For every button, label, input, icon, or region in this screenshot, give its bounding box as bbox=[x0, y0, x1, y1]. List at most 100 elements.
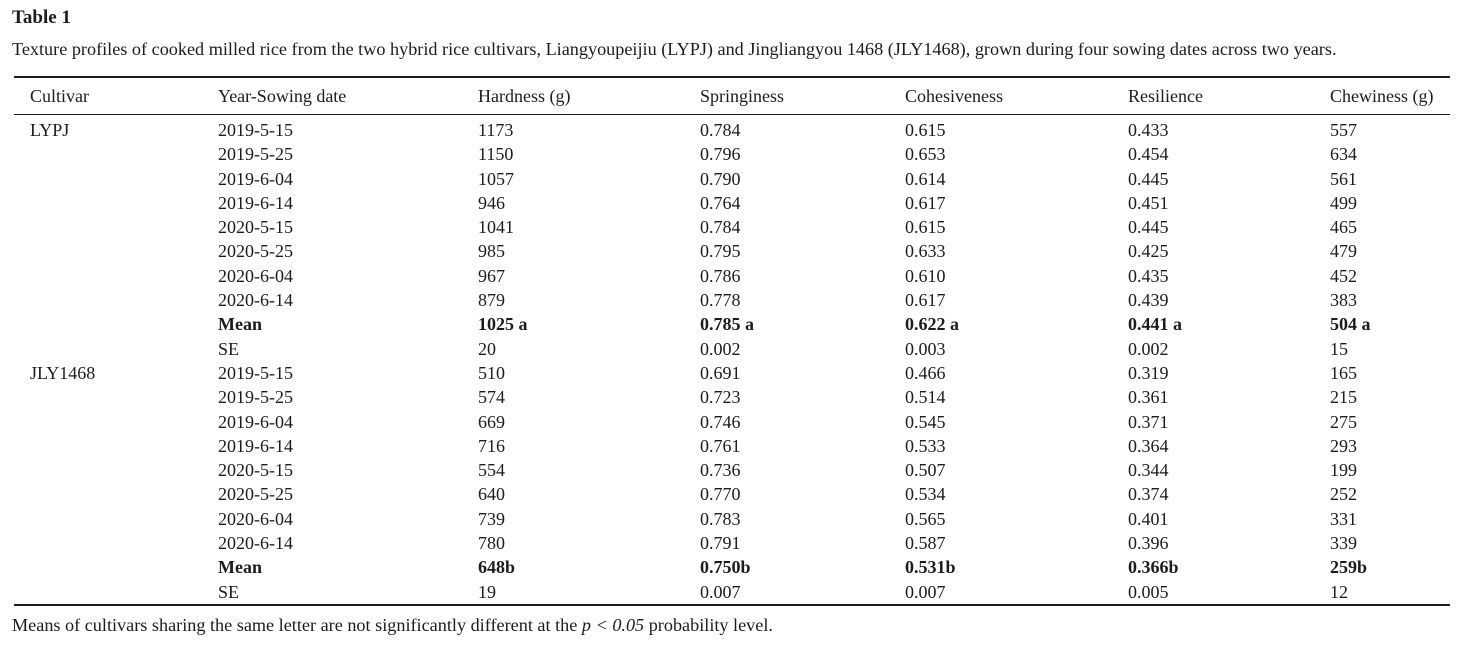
table-cell: 669 bbox=[478, 411, 505, 432]
table-row: 2019-6-14 946 0.764 0.617 0.451 499 bbox=[14, 191, 1450, 215]
table-title: Table 1 bbox=[12, 7, 71, 28]
table-cell bbox=[14, 337, 202, 361]
table-row: 2019-6-04 669 0.746 0.545 0.371 275 bbox=[14, 410, 1450, 434]
table-cell: 0.746 bbox=[700, 411, 741, 432]
table-cell: 2020-6-04 bbox=[218, 508, 293, 529]
table-cell: 0.610 bbox=[905, 265, 946, 286]
table-row: SE 20 0.002 0.003 0.002 15 bbox=[14, 337, 1450, 361]
table-cell: 0.614 bbox=[905, 168, 946, 189]
table-cell: 252 bbox=[1330, 484, 1357, 505]
table-cell: 0.007 bbox=[905, 581, 946, 602]
table-cell: 2020-6-04 bbox=[218, 265, 293, 286]
table-cell: 0.507 bbox=[905, 460, 946, 481]
table-cell bbox=[14, 239, 202, 263]
table-cell: 0.005 bbox=[1128, 581, 1169, 602]
table-cell: 0.764 bbox=[700, 192, 741, 213]
footnote-text-end: probability level. bbox=[644, 614, 773, 635]
table-cell bbox=[14, 580, 202, 605]
table-cell: 2019-6-04 bbox=[218, 411, 293, 432]
column-header-0: Cultivar bbox=[14, 77, 202, 115]
header-row: Cultivar Year-Sowing date Hardness (g) Spri… bbox=[14, 77, 1450, 115]
table-cell: 0.002 bbox=[700, 338, 741, 359]
table-cell: 0.633 bbox=[905, 241, 946, 262]
table-cell: 0.785 a bbox=[700, 314, 754, 335]
table-cell bbox=[14, 167, 202, 191]
table-cell: 0.723 bbox=[700, 387, 741, 408]
table-cell: 2020-5-15 bbox=[218, 460, 293, 481]
table-cell: 0.361 bbox=[1128, 387, 1169, 408]
table-cell: 0.784 bbox=[700, 120, 741, 140]
table-cell bbox=[14, 215, 202, 239]
table-cell bbox=[14, 264, 202, 288]
table-cell bbox=[14, 142, 202, 166]
table-cell: 2019-5-25 bbox=[218, 144, 293, 165]
table-cell bbox=[14, 531, 202, 555]
table-cell: 0.615 bbox=[905, 120, 946, 140]
table-cell: 2020-6-14 bbox=[218, 290, 293, 311]
table-cell: 0.622 a bbox=[905, 314, 959, 335]
table-row: 2019-5-25 574 0.723 0.514 0.361 215 bbox=[14, 385, 1450, 409]
column-header-6: Chewiness (g) bbox=[1314, 77, 1450, 115]
table-cell bbox=[14, 458, 202, 482]
table-cell: LYPJ bbox=[30, 120, 70, 140]
table-cell bbox=[14, 385, 202, 409]
table-cell: 1057 bbox=[478, 168, 514, 189]
table-cell: 0.466 bbox=[905, 362, 946, 383]
table-cell: 0.439 bbox=[1128, 290, 1169, 311]
table-cell: 0.401 bbox=[1128, 508, 1169, 529]
table-cell: 0.533 bbox=[905, 435, 946, 456]
table-row: 2020-5-15 1041 0.784 0.615 0.445 465 bbox=[14, 215, 1450, 239]
table-cell: 0.784 bbox=[700, 217, 741, 238]
table-cell: 0.371 bbox=[1128, 411, 1169, 432]
table-cell: JLY1468 bbox=[30, 362, 96, 383]
table-cell: 0.617 bbox=[905, 192, 946, 213]
table-row: Mean 648b 0.750b 0.531b 0.366b 259b bbox=[14, 555, 1450, 579]
table-cell: Mean bbox=[218, 314, 262, 335]
table-row: JLY1468 2019-5-15 510 0.691 0.466 0.319 165 bbox=[14, 361, 1450, 385]
table-cell: 1041 bbox=[478, 217, 514, 238]
table-row: 2020-6-04 739 0.783 0.565 0.401 331 bbox=[14, 507, 1450, 531]
table-row: 2020-6-04 967 0.786 0.610 0.435 452 bbox=[14, 264, 1450, 288]
column-header-5: Resilience bbox=[1112, 77, 1314, 115]
table-cell: 0.319 bbox=[1128, 362, 1169, 383]
table-cell: 0.795 bbox=[700, 241, 741, 262]
table-cell: 0.003 bbox=[905, 338, 946, 359]
column-header-1: Year-Sowing date bbox=[202, 77, 462, 115]
column-header-3: Springiness bbox=[684, 77, 889, 115]
table-cell: 0.445 bbox=[1128, 217, 1169, 238]
table-cell: 0.433 bbox=[1128, 120, 1169, 140]
table-cell: 0.770 bbox=[700, 484, 741, 505]
table-cell: 0.451 bbox=[1128, 192, 1169, 213]
table-cell: 2019-6-14 bbox=[218, 192, 293, 213]
table-cell bbox=[14, 555, 202, 579]
table-cell: 20 bbox=[478, 338, 496, 359]
table-cell: 985 bbox=[478, 241, 505, 262]
table-cell: 716 bbox=[478, 435, 505, 456]
table-cell: 2020-5-25 bbox=[218, 241, 293, 262]
table-cell: 967 bbox=[478, 265, 505, 286]
table-row: 2020-5-15 554 0.736 0.507 0.344 199 bbox=[14, 458, 1450, 482]
table-cell: 259b bbox=[1330, 557, 1368, 578]
table-cell: 946 bbox=[478, 192, 505, 213]
table-cell: 780 bbox=[478, 533, 505, 554]
table-cell: 339 bbox=[1330, 533, 1357, 554]
table-cell: 499 bbox=[1330, 192, 1357, 213]
table-cell: 465 bbox=[1330, 217, 1357, 238]
table-cell: 15 bbox=[1330, 338, 1348, 359]
table-cell: 879 bbox=[478, 290, 505, 311]
table-cell: 0.531b bbox=[905, 557, 956, 578]
table-row: SE 19 0.007 0.007 0.005 12 bbox=[14, 580, 1450, 605]
table-cell: 0.425 bbox=[1128, 241, 1169, 262]
column-header-2: Hardness (g) bbox=[462, 77, 684, 115]
table-caption: Texture profiles of cooked milled rice f… bbox=[12, 39, 1337, 59]
table-cell: 199 bbox=[1330, 460, 1357, 481]
table-cell bbox=[14, 507, 202, 531]
table-cell: 574 bbox=[478, 387, 505, 408]
table-cell bbox=[14, 191, 202, 215]
table-cell bbox=[14, 410, 202, 434]
table-row: 2020-5-25 985 0.795 0.633 0.425 479 bbox=[14, 239, 1450, 263]
table-cell: 215 bbox=[1330, 387, 1357, 408]
table-cell: 2019-5-25 bbox=[218, 387, 293, 408]
table-cell: 0.615 bbox=[905, 217, 946, 238]
table-cell: 0.002 bbox=[1128, 338, 1169, 359]
